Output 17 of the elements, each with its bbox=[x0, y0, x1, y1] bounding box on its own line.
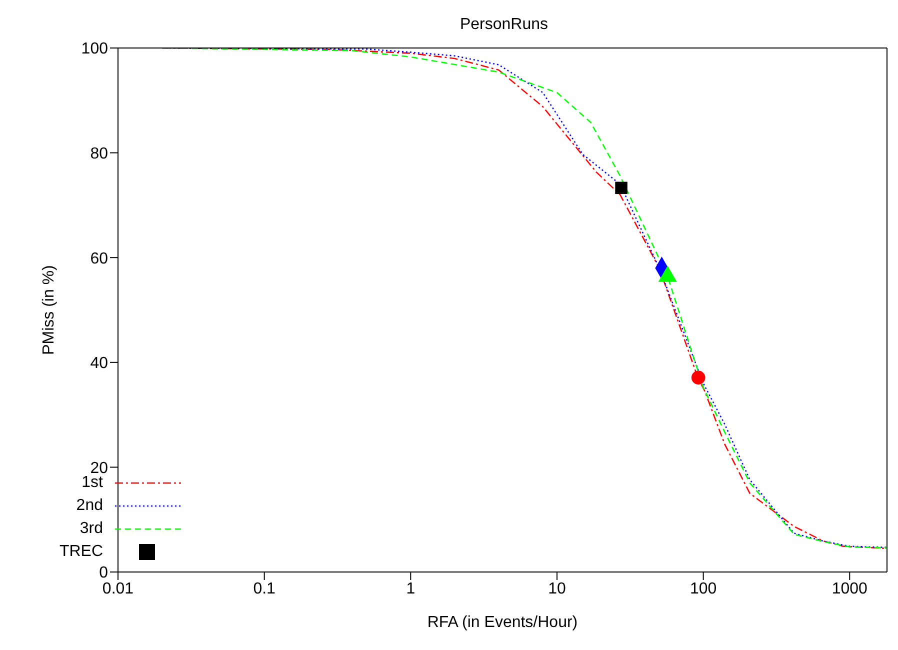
y-tick-label: 0 bbox=[99, 564, 108, 582]
y-tick-label: 80 bbox=[90, 145, 108, 162]
x-tick-label: 1 bbox=[406, 580, 416, 598]
legend-label: TREC bbox=[58, 542, 103, 560]
x-tick-label: 10 bbox=[548, 580, 566, 598]
y-tick-label: 100 bbox=[81, 40, 108, 58]
x-tick-label: 1000 bbox=[832, 580, 868, 598]
legend-label: 3rd bbox=[78, 520, 103, 538]
x-tick-label: 0.01 bbox=[102, 580, 134, 598]
y-axis-title: PMiss (in %) bbox=[40, 265, 58, 355]
x-tick-label: 100 bbox=[690, 580, 717, 598]
y-tick-label: 60 bbox=[90, 250, 108, 268]
x-tick-label: 0.1 bbox=[253, 580, 276, 598]
legend-label: 2nd bbox=[75, 496, 103, 514]
chart-title: PersonRuns bbox=[458, 16, 550, 34]
x-axis-title: RFA (in Events/Hour) bbox=[427, 614, 578, 631]
y-tick-label: 40 bbox=[90, 355, 108, 372]
